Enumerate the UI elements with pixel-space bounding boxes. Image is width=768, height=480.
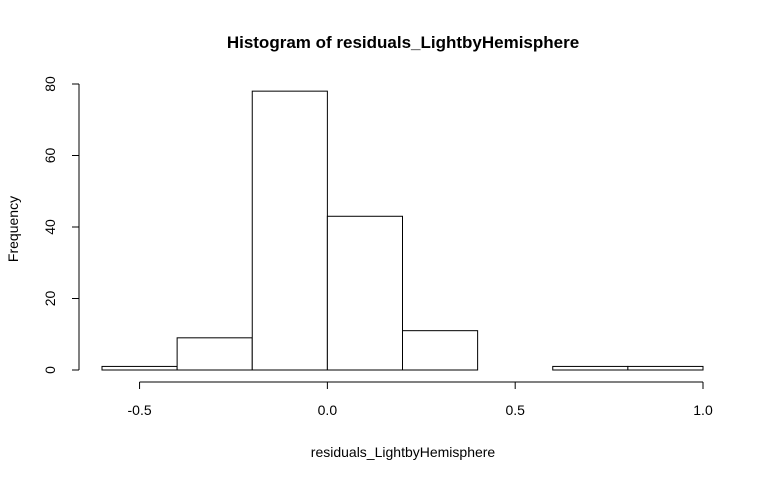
x-axis: -0.5 0.0 0.5 1.0 [128, 381, 713, 418]
y-tick-label-1: 20 [42, 291, 58, 307]
histogram-bar-0 [101, 365, 178, 371]
histogram-bar-3 [326, 215, 403, 371]
y-axis-label: Frequency [5, 196, 21, 262]
y-tick-label-3: 60 [42, 148, 58, 164]
y-tick-label-4: 80 [42, 76, 58, 92]
y-axis: 0 20 40 60 80 [42, 76, 80, 374]
histogram-bar-1 [176, 337, 253, 371]
y-tick-label-0: 0 [42, 366, 58, 374]
chart-title: Histogram of residuals_LightbyHemisphere [227, 33, 579, 52]
bars-group [101, 90, 704, 371]
x-tick-label-1: 0.0 [318, 402, 338, 418]
histogram-bar-2 [251, 90, 328, 371]
x-tick-label-2: 0.5 [505, 402, 525, 418]
x-axis-label: residuals_LightbyHemisphere [311, 444, 496, 460]
x-tick-label-3: 1.0 [693, 402, 713, 418]
histogram-bar-6 [552, 365, 629, 371]
histogram-bar-7 [627, 365, 704, 371]
y-tick-label-2: 40 [42, 219, 58, 235]
x-tick-label-0: -0.5 [128, 402, 152, 418]
histogram-bar-4 [402, 330, 479, 371]
